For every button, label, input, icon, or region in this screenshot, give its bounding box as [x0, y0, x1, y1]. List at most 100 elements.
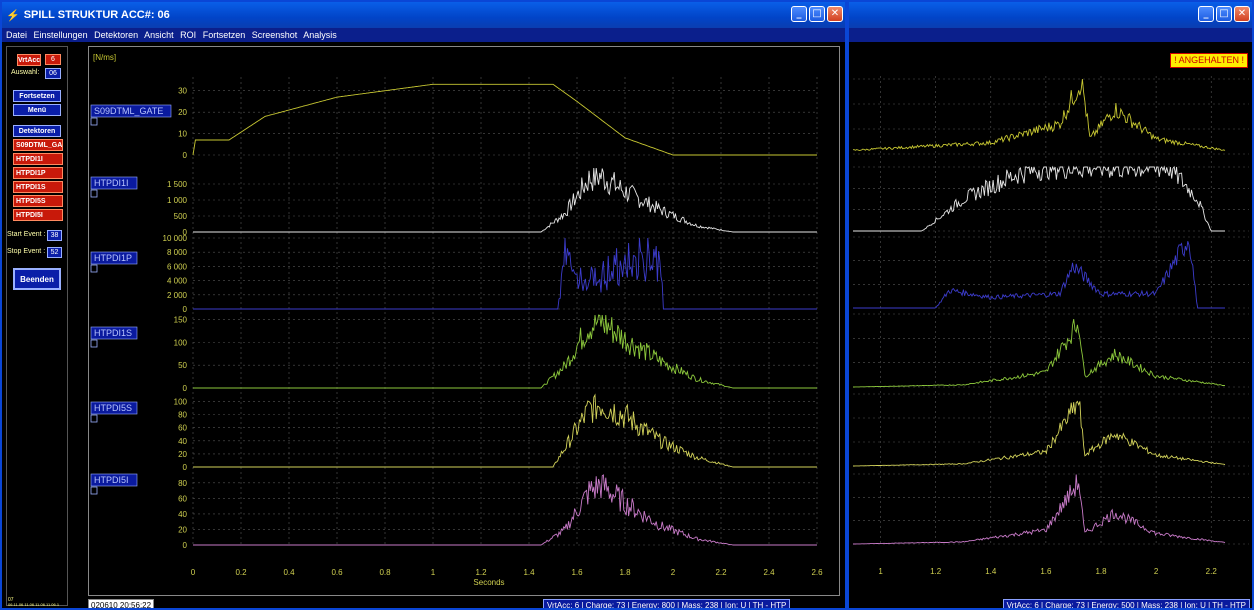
channel-label-text: HTPDI1I — [94, 178, 129, 188]
y-tick-label: 50 — [178, 361, 187, 370]
menu-datei[interactable]: Datei — [6, 30, 28, 40]
channel-label-box — [90, 251, 138, 265]
close-button[interactable]: ✕ — [1234, 6, 1250, 22]
main-window: ⚡ SPILL STRUKTUR ACC#: 06 _ □ ✕ Datei Ei… — [0, 0, 847, 610]
channel-label-box — [90, 176, 138, 190]
status-bar-2: VrtAcc: 6 | Charge: 73 | Energy: 500 | M… — [1002, 599, 1250, 608]
spill-chart-secondary: 1 1.2 1.4 1.6 1.8 2 2.2 — [853, 76, 1249, 576]
y-tick-label: 1 500 — [167, 180, 188, 189]
menu-detektoren[interactable]: Detektoren — [94, 30, 139, 40]
close-button[interactable]: ✕ — [827, 6, 843, 22]
y-tick-label: 20 — [178, 525, 187, 534]
y-tick-label: 0 — [183, 228, 188, 237]
y-tick-label: 0 — [183, 305, 188, 314]
trace-s09dtml_gate — [192, 83, 817, 156]
menu-analysis[interactable]: Analysis — [303, 30, 337, 40]
minimize-button[interactable]: _ — [1198, 6, 1214, 22]
channel-scale-handle — [90, 189, 98, 198]
stop-event-value[interactable]: 52 — [47, 247, 62, 258]
menu-screenshot[interactable]: Screenshot — [251, 30, 298, 40]
channel-label-text: HTPDI1P — [94, 253, 132, 263]
detektoren-button[interactable]: Detektoren — [13, 125, 61, 137]
y-tick-label: 0 — [183, 151, 188, 160]
detector-item[interactable]: HTPDI5S — [13, 195, 63, 207]
y-tick-label: 0 — [183, 384, 188, 393]
title-bar-2[interactable]: _ □ ✕ — [849, 2, 1252, 28]
x-tick-label: 0 — [191, 568, 196, 577]
channel-label: HTPDI5S — [90, 401, 138, 423]
trace-secondary — [853, 319, 1226, 388]
y-tick-label: 20 — [178, 450, 187, 459]
x-tick-label: 1.4 — [985, 567, 997, 576]
start-event-value[interactable]: 38 — [47, 230, 62, 241]
x-tick-label: 2.2 — [1206, 567, 1218, 576]
channel-label-box — [90, 473, 138, 487]
channel-scale-handle — [90, 486, 98, 495]
y-tick-label: 4 000 — [167, 277, 188, 286]
channel-scale-handle — [90, 414, 98, 423]
menu-button[interactable]: Menü — [13, 104, 61, 116]
start-event-label: Start Event : — [7, 231, 46, 238]
trace-secondary — [853, 400, 1226, 467]
control-panel: VrtAcc 6 Auswahl: 06 Fortsetzen Menü Det… — [6, 46, 68, 607]
auswahl-value[interactable]: 06 — [45, 68, 61, 79]
trace-htpdi5s — [193, 393, 817, 468]
maximize-button[interactable]: □ — [809, 6, 825, 22]
detector-item[interactable]: S09DTML_GA — [13, 139, 63, 151]
y-tick-label: 30 — [178, 87, 187, 96]
y-tick-label: 60 — [178, 494, 187, 503]
fortsetzen-button[interactable]: Fortsetzen — [13, 90, 61, 102]
trace-htpdi1p — [193, 237, 817, 310]
channel-scale-handle — [90, 264, 98, 273]
menu-ansicht[interactable]: Ansicht — [144, 30, 174, 40]
y-tick-label: 40 — [178, 510, 187, 519]
main-plot-frame: [N/ms] 0 0.2 0.4 0.6 0.8 1 1.2 1.4 1.6 1.8 2 2.2 2.4 2… — [88, 46, 840, 596]
menu-bar-2 — [849, 28, 1252, 42]
channel-scale-handle — [90, 117, 98, 126]
beenden-button[interactable]: Beenden — [13, 268, 61, 290]
minimize-button[interactable]: _ — [791, 6, 807, 22]
y-tick-label: 80 — [178, 479, 187, 488]
channel-label-text: HTPDI1S — [94, 328, 132, 338]
channel-label-box — [90, 104, 172, 118]
detector-item[interactable]: HTPDI1I — [13, 153, 63, 165]
menu-einstellungen[interactable]: Einstellungen — [33, 30, 88, 40]
footer-label: 07 — [8, 597, 14, 603]
channel-label-box — [90, 401, 138, 415]
unit-label: [N/ms] — [93, 53, 116, 62]
x-tick-label: 1.2 — [930, 567, 942, 576]
trace-secondary — [853, 474, 1226, 545]
detector-item[interactable]: HTPDI5I — [13, 209, 63, 221]
footer-dates: 06.11.06.11.06.11.06.11.06.1 — [8, 602, 60, 607]
channel-label: HTPDI1P — [90, 251, 138, 273]
x-tick-label: 0.6 — [331, 568, 343, 577]
y-tick-label: 40 — [178, 437, 187, 446]
channel-label: S09DTML_GATE — [90, 104, 172, 126]
x-tick-label: 2.4 — [763, 568, 775, 577]
menu-bar: Datei Einstellungen Detektoren Ansicht R… — [2, 28, 845, 42]
menu-fortsetzen[interactable]: Fortsetzen — [202, 30, 246, 40]
detector-item[interactable]: HTPDI1S — [13, 181, 63, 193]
x-tick-label: 2.2 — [715, 568, 727, 577]
channel-scale-handle — [90, 339, 98, 348]
y-tick-label: 100 — [174, 338, 188, 347]
x-tick-label: 2.6 — [811, 568, 823, 577]
y-tick-label: 100 — [174, 398, 188, 407]
timestamp: 020610 20:56:22 — [88, 599, 155, 608]
x-tick-label: 0.8 — [379, 568, 391, 577]
y-tick-label: 10 — [178, 130, 187, 139]
x-tick-label: 2 — [671, 568, 676, 577]
y-tick-label: 0 — [183, 463, 188, 472]
vrtacc-value[interactable]: 6 — [45, 54, 61, 65]
y-tick-label: 0 — [183, 541, 188, 550]
menu-roi[interactable]: ROI — [180, 30, 197, 40]
channel-label: HTPDI1S — [90, 326, 138, 348]
detector-item[interactable]: HTPDI1P — [13, 167, 63, 179]
maximize-button[interactable]: □ — [1216, 6, 1232, 22]
x-tick-label: 1.4 — [523, 568, 535, 577]
secondary-window: _ □ ✕ ! ANGEHALTEN ! 1 1.2 1.4 1.6 1.8 2 2.2 V… — [847, 0, 1254, 610]
title-bar[interactable]: ⚡ SPILL STRUKTUR ACC#: 06 _ □ ✕ — [2, 2, 845, 28]
x-tick-label: 1 — [878, 567, 883, 576]
y-tick-label: 500 — [174, 212, 188, 221]
y-tick-label: 10 000 — [163, 234, 188, 243]
